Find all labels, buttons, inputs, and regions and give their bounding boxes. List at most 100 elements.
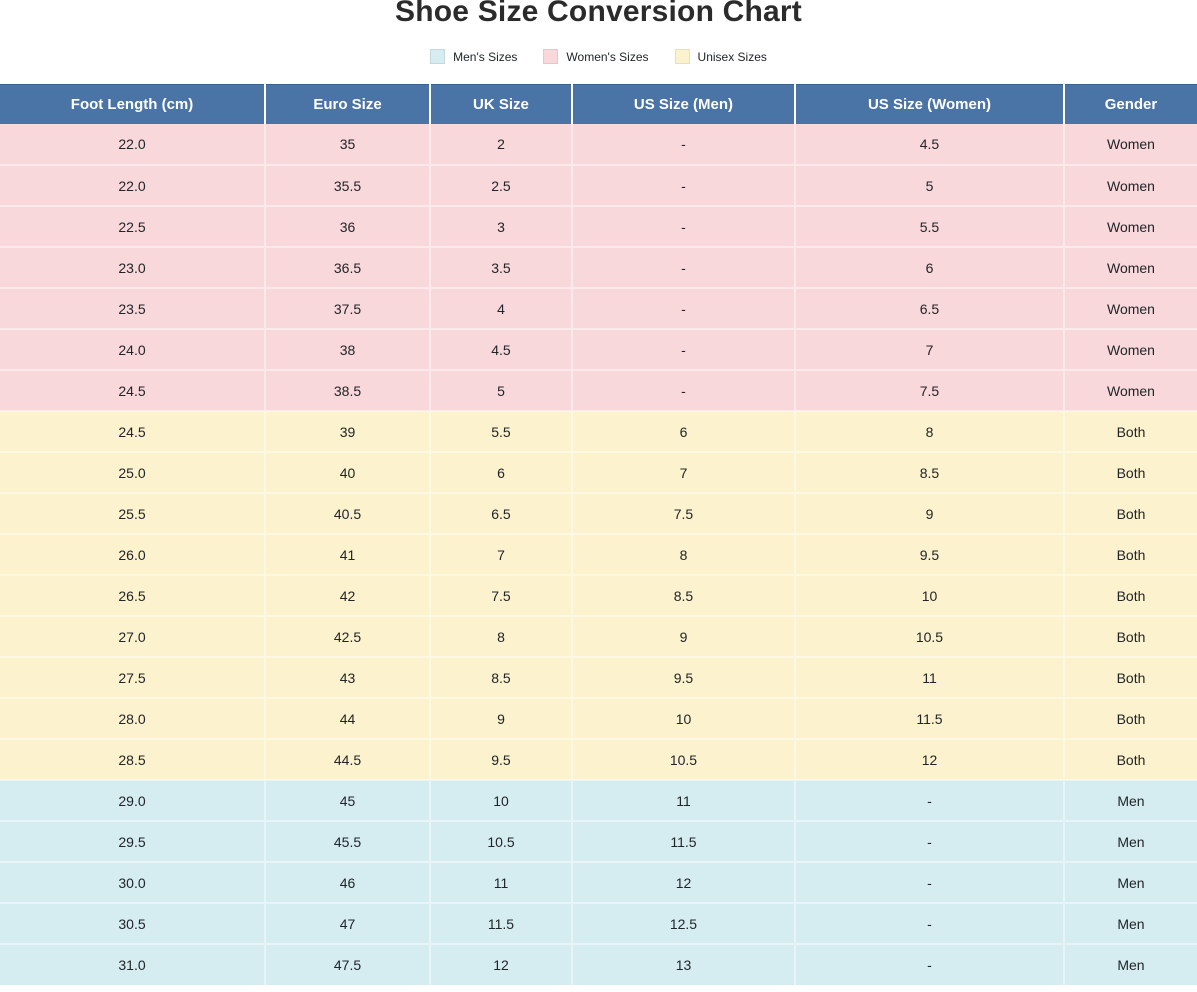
- table-cell: -: [793, 779, 1064, 821]
- table-cell: 11: [793, 656, 1064, 698]
- table-cell: 26.5: [0, 574, 266, 616]
- table-cell: 11.5: [793, 697, 1064, 739]
- table-cell: 4.5: [793, 124, 1064, 165]
- mens-sizes-swatch-icon: [430, 49, 446, 64]
- table-cell: 3.5: [429, 246, 572, 288]
- table-cell: 7.5: [793, 369, 1064, 411]
- table-cell: 40: [264, 451, 430, 493]
- table-cell: Both: [1062, 656, 1197, 698]
- table-cell: 30.0: [0, 861, 266, 903]
- table-cell: Both: [1062, 533, 1197, 575]
- table-cell: 22.5: [0, 205, 266, 247]
- table-cell: Men: [1062, 779, 1197, 821]
- table-cell: Both: [1062, 738, 1197, 780]
- column-header: US Size (Women): [793, 83, 1064, 124]
- column-header: Foot Length (cm): [0, 83, 266, 124]
- table-cell: 25.0: [0, 451, 266, 493]
- table-cell: Men: [1062, 902, 1197, 944]
- table-cell: 22.0: [0, 124, 266, 165]
- table-cell: 37.5: [264, 287, 430, 329]
- table-row: 22.0 35.5 2.5-5 Women: [0, 164, 1197, 206]
- legend-item-mens-sizes: Men's Sizes: [430, 49, 517, 64]
- table-cell: 11.5: [429, 902, 572, 944]
- table-cell: Women: [1062, 246, 1197, 288]
- table-cell: 10.5: [570, 738, 795, 780]
- table-cell: Women: [1062, 369, 1197, 411]
- table-cell: 44.5: [264, 738, 430, 780]
- table-cell: 46: [264, 861, 430, 903]
- table-cell: -: [793, 943, 1064, 985]
- table-cell: 45.5: [264, 820, 430, 862]
- table-cell: 7.5: [570, 492, 795, 534]
- table-cell: -: [793, 820, 1064, 862]
- legend-item-womens-sizes: Women's Sizes: [543, 49, 649, 64]
- table-row: 24.0 38 4.5-7 Women: [0, 328, 1197, 370]
- table-row: 23.5 37.5 4-6.5 Women: [0, 287, 1197, 329]
- table-cell: -: [570, 164, 795, 206]
- table-cell: 9: [570, 615, 795, 657]
- table-cell: Women: [1062, 124, 1197, 165]
- table-cell: 43: [264, 656, 430, 698]
- table-cell: 7: [570, 451, 795, 493]
- table-cell: 12: [570, 861, 795, 903]
- table-cell: 5: [793, 164, 1064, 206]
- unisex-sizes-swatch-icon: [674, 49, 690, 64]
- table-cell: Both: [1062, 451, 1197, 493]
- table-row: 29.5 45.5 10.5 11.5- Men: [0, 820, 1197, 862]
- table-cell: Both: [1062, 492, 1197, 534]
- table-cell: 30.5: [0, 902, 266, 944]
- table-row: 24.5 39 5.5 6 8 Both: [0, 410, 1197, 452]
- table-row: 28.0 44 9 10 11.5 Both: [0, 697, 1197, 739]
- table-row: 24.5 38.5 5-7.5 Women: [0, 369, 1197, 411]
- womens-sizes-swatch-icon: [543, 49, 559, 64]
- table-cell: 44: [264, 697, 430, 739]
- table-cell: 35.5: [264, 164, 430, 206]
- table-cell: 27.5: [0, 656, 266, 698]
- table-cell: 23.5: [0, 287, 266, 329]
- column-header: Gender: [1062, 83, 1197, 124]
- table-cell: -: [793, 902, 1064, 944]
- table-cell: 12: [429, 943, 572, 985]
- legend-label: Women's Sizes: [566, 49, 649, 64]
- table-cell: 9.5: [793, 533, 1064, 575]
- table-cell: 42: [264, 574, 430, 616]
- legend-label: Unisex Sizes: [697, 49, 767, 64]
- table-row: 30.5 47 11.5 12.5- Men: [0, 902, 1197, 944]
- table-cell: 6.5: [793, 287, 1064, 329]
- table-cell: 28.5: [0, 738, 266, 780]
- table-cell: Both: [1062, 615, 1197, 657]
- table-row: 28.5 44.5 9.5 10.5 12 Both: [0, 738, 1197, 780]
- column-header: US Size (Men): [570, 83, 795, 124]
- table-cell: 8: [429, 615, 572, 657]
- table-row: 27.0 42.5 8 9 10.5 Both: [0, 615, 1197, 657]
- table-cell: Women: [1062, 164, 1197, 206]
- table-cell: 24.0: [0, 328, 266, 370]
- table-cell: 5.5: [793, 205, 1064, 247]
- table-cell: Women: [1062, 205, 1197, 247]
- table-cell: 24.5: [0, 410, 266, 452]
- table-cell: 6: [429, 451, 572, 493]
- table-cell: 40.5: [264, 492, 430, 534]
- table-cell: 22.0: [0, 164, 266, 206]
- legend: Men's Sizes Women's Sizes Unisex Sizes: [0, 46, 1197, 68]
- table-cell: 4: [429, 287, 572, 329]
- table-cell: 11: [570, 779, 795, 821]
- table-cell: 6.5: [429, 492, 572, 534]
- table-cell: Women: [1062, 328, 1197, 370]
- table-cell: Both: [1062, 574, 1197, 616]
- table-cell: 2.5: [429, 164, 572, 206]
- table-cell: 36.5: [264, 246, 430, 288]
- table-cell: Men: [1062, 943, 1197, 985]
- table-row: 31.0 47.5 12 13- Men: [0, 943, 1197, 985]
- table-cell: 42.5: [264, 615, 430, 657]
- table-cell: 10.5: [429, 820, 572, 862]
- table-cell: 38.5: [264, 369, 430, 411]
- table-cell: 9.5: [570, 656, 795, 698]
- table-cell: 35: [264, 124, 430, 165]
- table-cell: 12: [793, 738, 1064, 780]
- table-cell: 36: [264, 205, 430, 247]
- table-row: 30.0 46 11 12- Men: [0, 861, 1197, 903]
- table-cell: 10: [429, 779, 572, 821]
- table-header-row: Foot Length (cm) Euro Size UK Size US Size …: [0, 83, 1197, 124]
